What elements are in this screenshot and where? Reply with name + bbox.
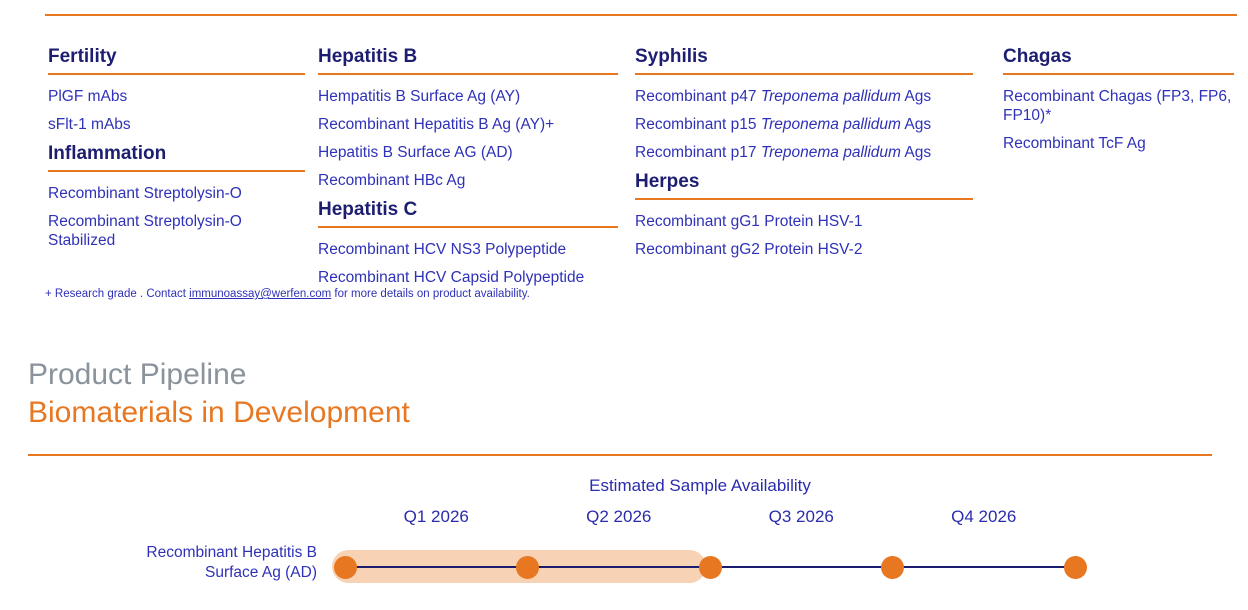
footnote: + Research grade . Contact immunoassay@w… [45,288,530,300]
product-item: sFlt-1 mAbs [48,116,131,133]
footnote-prefix: + Research grade . Contact [45,288,190,300]
product-item: Recombinant p47 Treponema pallidum Ags [635,88,932,105]
footnote-email-link[interactable]: immunoassay@werfen.com [189,288,332,300]
quarter-label: Q1 2026 [403,507,469,526]
product-item: Hempatitis B Surface Ag (AY) [318,88,521,105]
pipeline-divider [28,454,1212,456]
row-label-line1: Recombinant Hepatitis B [146,544,317,561]
pipeline-subtitle: Biomaterials in Development [28,396,410,429]
product-item: Recombinant Streptolysin-O Stabilized [48,213,242,249]
product-item: Recombinant HCV NS3 Polypeptide [318,241,567,258]
pipeline-title: Product Pipeline [28,358,247,391]
product-item: Recombinant Hepatitis B Ag (AY)+ [318,116,555,133]
quarter-label: Q4 2026 [951,507,1017,526]
milestone-dot [333,556,357,579]
quarter-label: Q3 2026 [768,507,834,526]
milestone-dot [1063,556,1087,579]
category-title: Syphilis [635,46,973,75]
catalog-column: Syphilis Recombinant p47 Treponema pallid… [635,46,973,268]
category-title: Herpes [635,171,973,200]
product-item: Recombinant HCV Capsid Polypeptide [318,269,585,286]
product-item: Recombinant p15 Treponema pallidum Ags [635,116,932,133]
timeline-row-label: Recombinant Hepatitis B Surface Ag (AD) [60,543,317,583]
category-title: Inflammation [48,143,305,172]
row-label-line2: Surface Ag (AD) [205,564,317,581]
product-item: Recombinant HBc Ag [318,172,466,189]
category-title: Chagas [1003,46,1234,75]
quarter-label: Q2 2026 [586,507,652,526]
footnote-suffix: for more details on product availability… [331,288,530,300]
category-title: Hepatitis C [318,199,618,228]
product-item: Recombinant Streptolysin-O [48,185,242,202]
product-item: Recombinant Chagas (FP3, FP6, FP10)* [1003,88,1232,124]
product-item: Recombinant gG1 Protein HSV-1 [635,213,863,230]
milestone-dot [698,556,722,579]
category-title: Fertility [48,46,305,75]
product-item: PlGF mAbs [48,88,128,105]
product-item: Recombinant TcF Ag [1003,135,1146,152]
product-item: Recombinant p17 Treponema pallidum Ags [635,144,932,161]
category-title: Hepatitis B [318,46,618,75]
catalog-column: Hepatitis B Hempatitis B Surface Ag (AY) R… [318,46,618,296]
product-item: Recombinant gG2 Protein HSV-2 [635,241,863,258]
catalog-column: Fertility PlGF mAbs sFlt-1 mAbs Inflammatio… [48,46,305,259]
product-item: Hepatitis B Surface AG (AD) [318,144,513,161]
top-divider [45,14,1237,16]
milestone-dot [881,556,904,579]
milestone-dot [516,556,539,579]
axis-title: Estimated Sample Availability [589,476,811,495]
catalog-column: Chagas Recombinant Chagas (FP3, FP6, FP10… [1003,46,1234,162]
